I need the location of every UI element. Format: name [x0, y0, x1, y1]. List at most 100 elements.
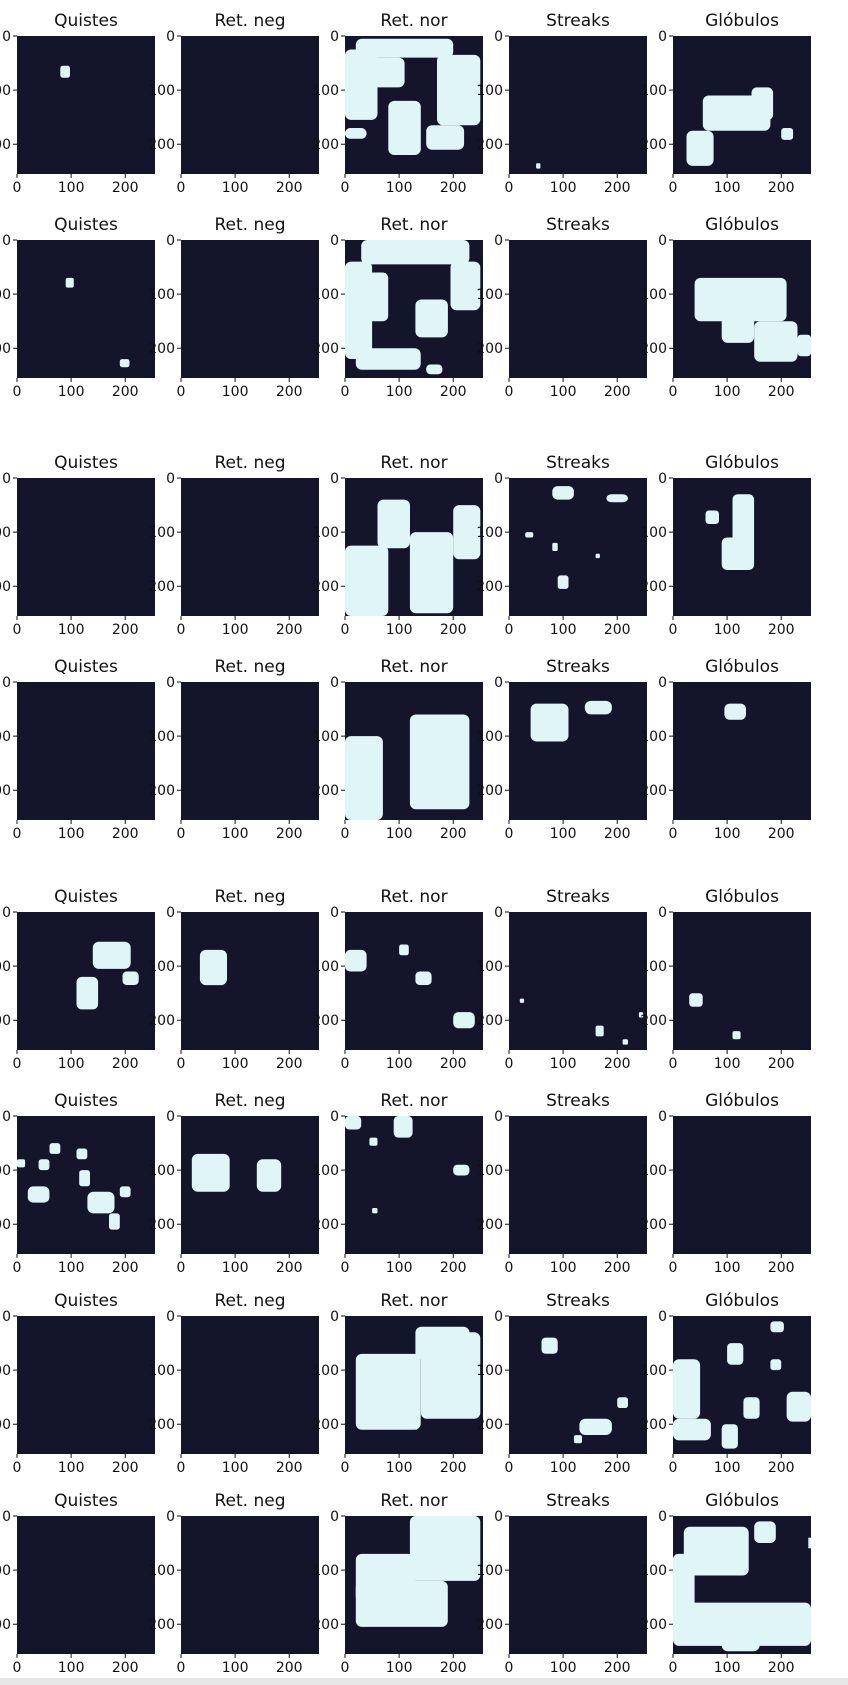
x-tick-label: 100 — [386, 1660, 413, 1676]
panel-background — [509, 36, 647, 174]
panel-background — [673, 912, 811, 1050]
y-tick-label: 100 — [476, 959, 503, 975]
y-tick-label: 100 — [0, 525, 11, 541]
mask-panel-r4-c2: Ret. neg 0 100 200 0 100 200 — [148, 657, 319, 842]
x-tick-label: 100 — [386, 622, 413, 638]
x-tick-label: 200 — [604, 1660, 631, 1676]
mask-panel-r3-c3: Ret. nor 0 100 200 0 100 200 — [312, 453, 483, 638]
mask-panel-r8-c4: Streaks 0 100 200 0 100 200 — [476, 1491, 647, 1676]
y-tick-label: 100 — [640, 83, 667, 99]
x-tick-label: 200 — [604, 826, 631, 842]
panel-title: Streaks — [546, 1491, 610, 1511]
x-tick-label: 100 — [550, 180, 577, 196]
x-tick-label: 100 — [714, 180, 741, 196]
x-tick-label: 0 — [177, 384, 186, 400]
panel-title: Ret. neg — [214, 453, 285, 473]
mask-region — [345, 49, 378, 120]
mask-panel-r2-c4: Streaks 0 100 200 0 100 200 — [476, 215, 647, 400]
mask-panel-r5-c3: Ret. nor 0 100 200 0 100 200 — [312, 887, 483, 1072]
panel-title: Glóbulos — [705, 453, 779, 473]
y-tick-label: 100 — [476, 1563, 503, 1579]
mask-region — [721, 537, 744, 570]
y-tick-label: 100 — [312, 959, 339, 975]
mask-region — [119, 359, 130, 368]
x-tick-label: 0 — [669, 1660, 678, 1676]
mask-region — [579, 1418, 612, 1435]
y-tick-label: 200 — [476, 1013, 503, 1029]
x-tick-label: 100 — [58, 384, 85, 400]
y-tick-label: 0 — [494, 1309, 503, 1325]
x-tick-label: 0 — [341, 1056, 350, 1072]
x-tick-label: 100 — [714, 1056, 741, 1072]
mask-region — [743, 1397, 760, 1419]
y-tick-label: 100 — [148, 959, 175, 975]
mask-panel-r3-c4: Streaks 0 100 200 0 100 200 — [476, 453, 647, 638]
x-tick-label: 200 — [440, 622, 467, 638]
y-tick-label: 200 — [0, 1617, 11, 1633]
y-tick-label: 0 — [494, 233, 503, 249]
panel-title: Ret. neg — [214, 1291, 285, 1311]
mask-panel-r3-c1: Quistes 0 100 200 0 100 200 — [0, 453, 155, 638]
y-tick-label: 100 — [148, 1563, 175, 1579]
y-tick-label: 0 — [494, 471, 503, 487]
mask-region — [345, 1116, 362, 1130]
y-tick-label: 200 — [148, 341, 175, 357]
y-tick-label: 200 — [148, 579, 175, 595]
x-tick-label: 200 — [276, 622, 303, 638]
mask-region — [388, 100, 421, 155]
x-tick-label: 200 — [768, 384, 795, 400]
y-tick-label: 200 — [312, 1617, 339, 1633]
x-tick-label: 100 — [222, 180, 249, 196]
mask-region — [770, 1321, 784, 1333]
x-tick-label: 100 — [386, 180, 413, 196]
mask-region — [355, 1353, 421, 1430]
mask-region — [552, 486, 574, 500]
y-tick-label: 100 — [640, 959, 667, 975]
y-tick-label: 0 — [330, 1109, 339, 1125]
x-tick-label: 0 — [505, 826, 514, 842]
y-tick-label: 100 — [312, 1563, 339, 1579]
mask-region — [60, 65, 70, 78]
panel-title: Glóbulos — [705, 1491, 779, 1511]
y-tick-label: 0 — [166, 233, 175, 249]
mask-region — [453, 1164, 470, 1176]
panel-title: Streaks — [546, 453, 610, 473]
mask-region — [87, 1191, 115, 1214]
x-tick-label: 100 — [58, 622, 85, 638]
panel-background — [17, 240, 155, 378]
x-tick-label: 200 — [768, 622, 795, 638]
y-tick-label: 0 — [330, 29, 339, 45]
panel-background — [181, 1516, 319, 1654]
x-tick-label: 200 — [604, 384, 631, 400]
panel-title: Quistes — [54, 887, 118, 907]
y-tick-label: 200 — [148, 783, 175, 799]
panel-title: Ret. nor — [380, 1491, 447, 1511]
x-tick-label: 100 — [714, 826, 741, 842]
mask-panel-r7-c4: Streaks 0 100 200 0 100 200 — [476, 1291, 647, 1476]
y-tick-label: 200 — [148, 1417, 175, 1433]
mask-region — [450, 261, 481, 311]
x-tick-label: 0 — [177, 1056, 186, 1072]
y-tick-label: 0 — [2, 471, 11, 487]
mask-region — [519, 998, 525, 1003]
panel-background — [181, 240, 319, 378]
y-tick-label: 100 — [0, 729, 11, 745]
x-tick-label: 200 — [604, 1056, 631, 1072]
panel-background — [509, 1116, 647, 1254]
y-tick-label: 0 — [494, 1509, 503, 1525]
mask-panel-r7-c3: Ret. nor 0 100 200 0 100 200 — [312, 1291, 483, 1476]
y-tick-label: 0 — [2, 233, 11, 249]
panel-title: Ret. neg — [214, 11, 285, 31]
mask-region — [109, 1213, 120, 1230]
x-tick-label: 100 — [550, 1460, 577, 1476]
panel-title: Ret. nor — [380, 1291, 447, 1311]
y-tick-label: 0 — [2, 1509, 11, 1525]
mask-region — [617, 1397, 628, 1408]
x-tick-label: 0 — [505, 1460, 514, 1476]
x-tick-label: 200 — [440, 180, 467, 196]
y-tick-label: 100 — [476, 1163, 503, 1179]
mask-region — [673, 1359, 701, 1419]
mask-region — [595, 1025, 604, 1037]
mask-region — [573, 1435, 582, 1444]
x-tick-label: 100 — [550, 384, 577, 400]
